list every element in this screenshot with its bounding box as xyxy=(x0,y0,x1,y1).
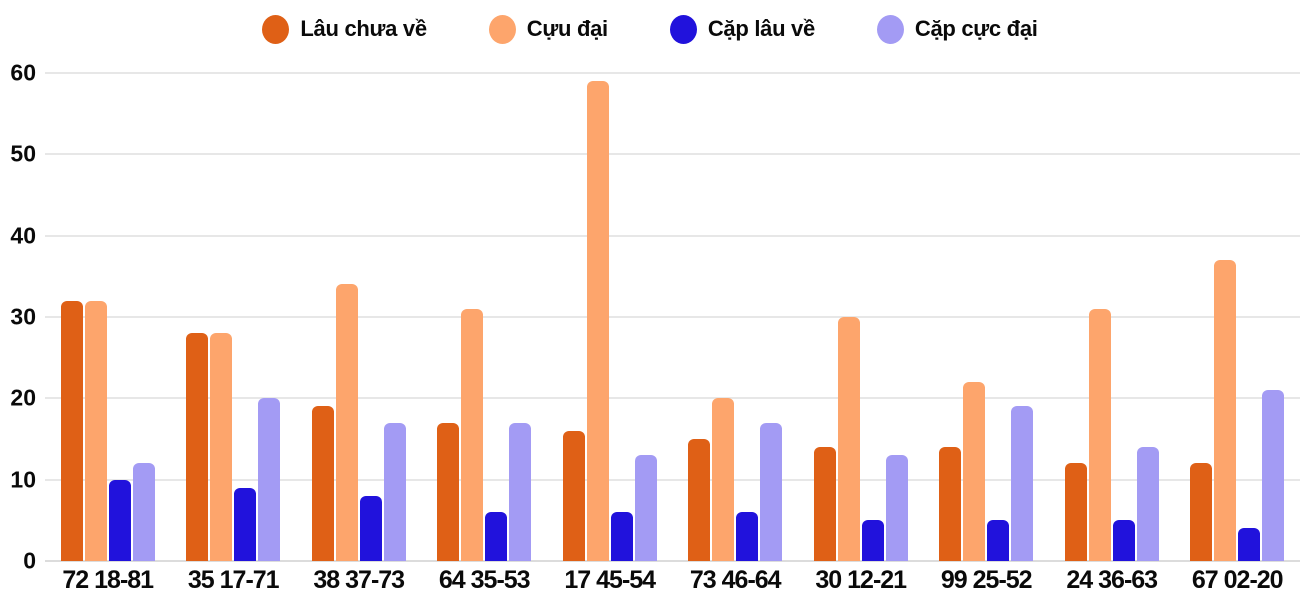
bar-series0-cat2[interactable] xyxy=(311,406,334,561)
bar-series1-cat9[interactable] xyxy=(1214,260,1237,561)
plot-area xyxy=(45,73,1300,561)
bar-series2-cat0[interactable] xyxy=(108,479,131,561)
bar-series1-cat3[interactable] xyxy=(461,308,484,561)
x-axis-label-5: 73 46-64 xyxy=(689,566,782,594)
bar-series2-cat2[interactable] xyxy=(359,495,382,561)
bar-series3-cat6[interactable] xyxy=(885,455,908,561)
legend-item-1[interactable]: Cựu đại xyxy=(488,14,608,44)
bar-series2-cat9[interactable] xyxy=(1238,528,1261,561)
bar-series1-cat7[interactable] xyxy=(963,382,986,561)
bar-series1-cat2[interactable] xyxy=(335,284,358,561)
legend-item-3[interactable]: Cặp cực đại xyxy=(876,14,1038,44)
x-axis-label-1: 35 17-71 xyxy=(187,566,280,594)
bar-series0-cat5[interactable] xyxy=(688,439,711,561)
gridline xyxy=(45,153,1300,156)
bar-group-0 xyxy=(45,73,171,561)
x-axis-label-8: 24 36-63 xyxy=(1066,566,1158,594)
bar-series2-cat1[interactable] xyxy=(234,487,257,561)
y-tick-label: 0 xyxy=(23,547,36,574)
bar-series0-cat0[interactable] xyxy=(60,300,83,561)
x-axis: 72 18-81 35 17-71 38 37-73 64 35-53 17 45-54… xyxy=(45,564,1300,596)
legend-label: Cặp lâu về xyxy=(707,16,815,41)
gridline xyxy=(45,397,1300,400)
bar-series0-cat6[interactable] xyxy=(813,447,836,561)
legend-label: Lâu chưa về xyxy=(300,16,427,41)
bar-group-4 xyxy=(547,73,673,561)
bar-series3-cat0[interactable] xyxy=(132,463,155,561)
bar-group-3 xyxy=(422,73,548,561)
bar-series1-cat8[interactable] xyxy=(1088,308,1111,561)
y-tick-label: 20 xyxy=(10,384,36,411)
x-axis-label-7: 99 25-52 xyxy=(940,566,1033,594)
x-axis-label-4: 17 45-54 xyxy=(564,566,656,594)
x-axis-label-3: 64 35-53 xyxy=(438,566,531,594)
bar-series0-cat9[interactable] xyxy=(1190,463,1213,561)
bar-series1-cat5[interactable] xyxy=(712,398,735,561)
y-tick-label: 60 xyxy=(10,59,36,86)
bar-series2-cat6[interactable] xyxy=(861,520,884,561)
bar-series1-cat0[interactable] xyxy=(84,300,107,561)
bar-series0-cat3[interactable] xyxy=(437,422,460,561)
bar-series2-cat5[interactable] xyxy=(736,512,759,561)
bar-series0-cat1[interactable] xyxy=(186,333,209,561)
bar-group-1 xyxy=(171,73,297,561)
bar-series0-cat4[interactable] xyxy=(562,430,585,561)
bar-series2-cat4[interactable] xyxy=(610,512,633,561)
gridline xyxy=(45,478,1300,481)
legend-item-2[interactable]: Cặp lâu về xyxy=(669,14,815,44)
bar-series2-cat7[interactable] xyxy=(987,520,1010,561)
bar-group-6 xyxy=(798,73,924,561)
gridline xyxy=(45,234,1300,237)
x-axis-label-6: 30 12-21 xyxy=(815,566,907,594)
bar-series2-cat8[interactable] xyxy=(1112,520,1135,561)
bar-series1-cat6[interactable] xyxy=(837,317,860,561)
bar-series3-cat1[interactable] xyxy=(258,398,281,561)
bar-series3-cat7[interactable] xyxy=(1011,406,1034,561)
y-tick-label: 30 xyxy=(10,303,36,330)
chart-legend: Lâu chưa về Cựu đại Cặp lâu về Cặp cực đại xyxy=(0,8,1300,50)
legend-marker-icon xyxy=(262,14,290,44)
x-axis-label-0: 72 18-81 xyxy=(62,566,154,594)
y-tick-label: 50 xyxy=(10,140,36,167)
bar-group-2 xyxy=(296,73,422,561)
gridline xyxy=(45,316,1300,318)
legend-item-0[interactable]: Lâu chưa về xyxy=(262,14,427,44)
bar-group-5 xyxy=(673,73,799,561)
bar-series1-cat1[interactable] xyxy=(210,333,233,561)
legend-marker-icon xyxy=(669,14,697,44)
bar-series0-cat7[interactable] xyxy=(939,447,962,561)
legend-marker-icon xyxy=(488,14,516,44)
bar-series1-cat4[interactable] xyxy=(586,81,609,561)
legend-marker-icon xyxy=(876,14,904,44)
bar-series3-cat5[interactable] xyxy=(760,422,783,561)
legend-label: Cặp cực đại xyxy=(914,16,1038,41)
bar-group-7 xyxy=(924,73,1050,561)
bar-series3-cat9[interactable] xyxy=(1262,390,1285,561)
x-axis-label-2: 38 37-73 xyxy=(313,566,405,594)
bar-series3-cat3[interactable] xyxy=(509,422,532,561)
y-tick-label: 10 xyxy=(10,466,36,493)
gridline xyxy=(45,72,1300,74)
gridline xyxy=(45,560,1300,562)
bar-series3-cat2[interactable] xyxy=(383,422,406,561)
legend-label: Cựu đại xyxy=(526,16,608,41)
x-axis-label-9: 67 02-20 xyxy=(1191,566,1284,594)
bar-series3-cat8[interactable] xyxy=(1136,447,1159,561)
y-tick-label: 40 xyxy=(10,222,36,249)
bar-group-9 xyxy=(1175,73,1300,561)
bar-series3-cat4[interactable] xyxy=(634,455,657,561)
bar-group-8 xyxy=(1049,73,1175,561)
bar-series0-cat8[interactable] xyxy=(1064,463,1087,561)
bar-series2-cat3[interactable] xyxy=(485,512,508,561)
